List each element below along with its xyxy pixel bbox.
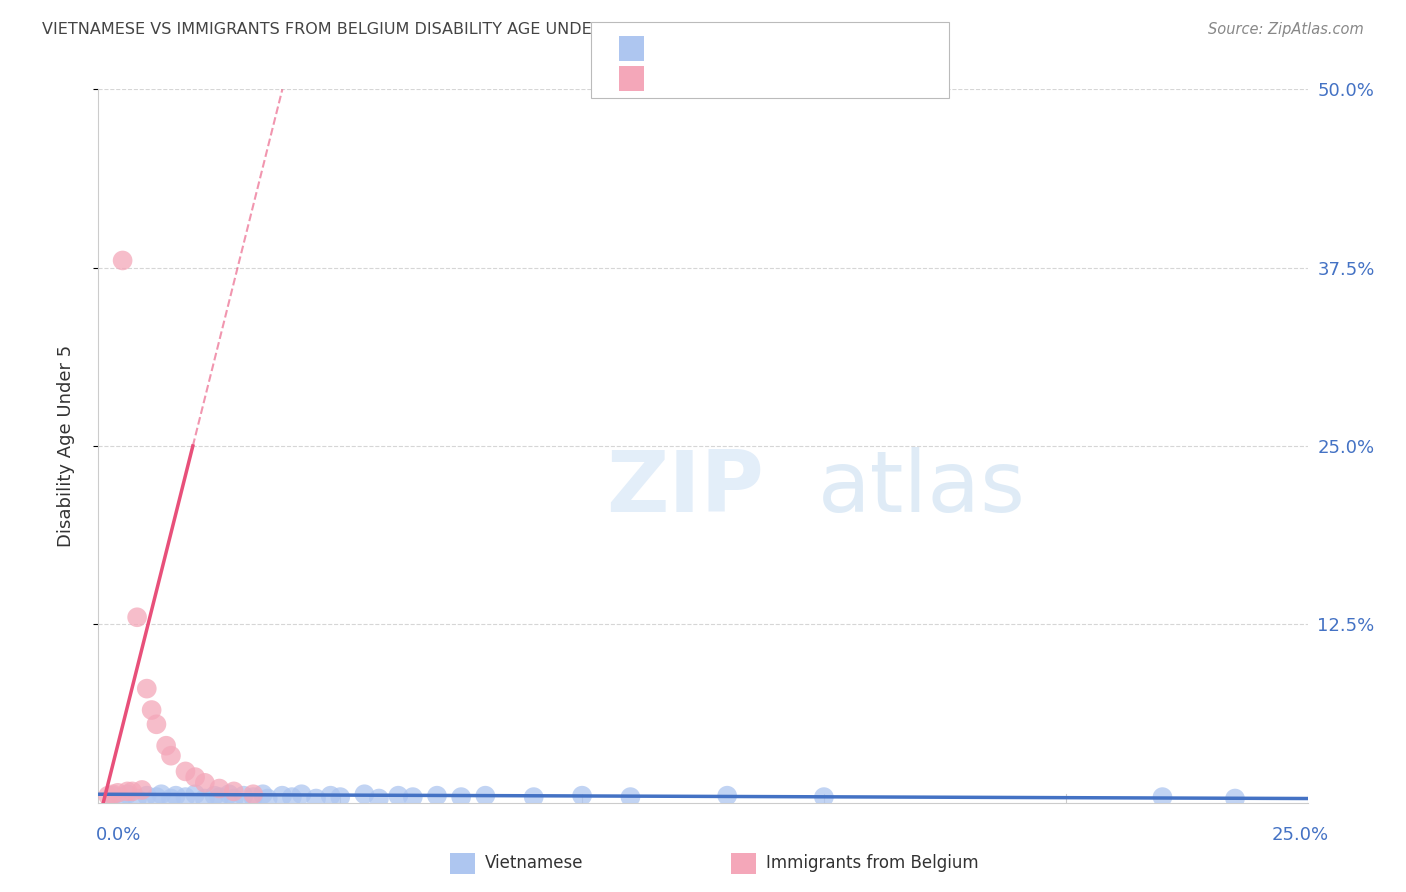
Point [319,789,342,803]
Point [117,784,139,798]
Point [194,776,217,790]
Point [290,787,312,801]
Point [1223,791,1246,805]
Point [97,789,120,803]
Point [160,791,183,805]
Point [474,789,496,803]
Text: Vietnamese: Vietnamese [485,855,583,872]
Point [571,789,593,803]
Point [1152,790,1174,805]
Point [208,781,231,796]
Point [127,610,149,624]
Point [150,787,173,801]
Point [165,789,187,803]
Point [145,790,167,805]
Point [135,789,157,803]
Text: Source: ZipAtlas.com: Source: ZipAtlas.com [1208,22,1364,37]
Point [111,253,134,268]
Point [387,789,409,803]
Point [101,789,124,803]
Point [174,790,197,805]
Text: R =  0.734   N = 19: R = 0.734 N = 19 [658,70,828,88]
Point [256,791,278,805]
Point [232,789,254,803]
Point [141,703,163,717]
Point [107,786,129,800]
Point [619,790,641,805]
Point [184,787,207,801]
Point [222,784,245,798]
Text: R = -0.273   N = 40: R = -0.273 N = 40 [658,39,828,57]
Point [160,748,183,763]
Point [281,790,304,805]
Y-axis label: Disability Age Under 5: Disability Age Under 5 [56,345,75,547]
Point [174,764,197,779]
Point [184,770,207,784]
Point [450,790,472,805]
Point [242,787,264,801]
Point [402,790,425,805]
Point [204,789,226,803]
Point [222,791,245,805]
Point [208,790,231,805]
Point [426,789,449,803]
Point [368,791,391,805]
Text: 25.0%: 25.0% [1271,826,1329,844]
Point [145,717,167,731]
Point [305,791,328,805]
Point [194,791,217,805]
Point [271,789,294,803]
Point [127,791,149,805]
Point [252,787,274,801]
Point [131,783,153,797]
Point [523,790,546,805]
Point [218,787,240,801]
Text: 0.0%: 0.0% [96,826,141,844]
Point [329,790,352,805]
Text: ZIP: ZIP [606,447,763,531]
Point [135,681,157,696]
Text: atlas: atlas [818,447,1026,531]
Point [117,787,139,801]
Point [813,790,835,805]
Point [121,784,143,798]
Text: VIETNAMESE VS IMMIGRANTS FROM BELGIUM DISABILITY AGE UNDER 5 CORRELATION CHART: VIETNAMESE VS IMMIGRANTS FROM BELGIUM DI… [42,22,797,37]
Text: Immigrants from Belgium: Immigrants from Belgium [766,855,979,872]
Point [101,787,124,801]
Point [353,787,375,801]
Point [155,739,177,753]
Point [716,789,738,803]
Point [242,790,264,805]
Point [111,790,134,805]
